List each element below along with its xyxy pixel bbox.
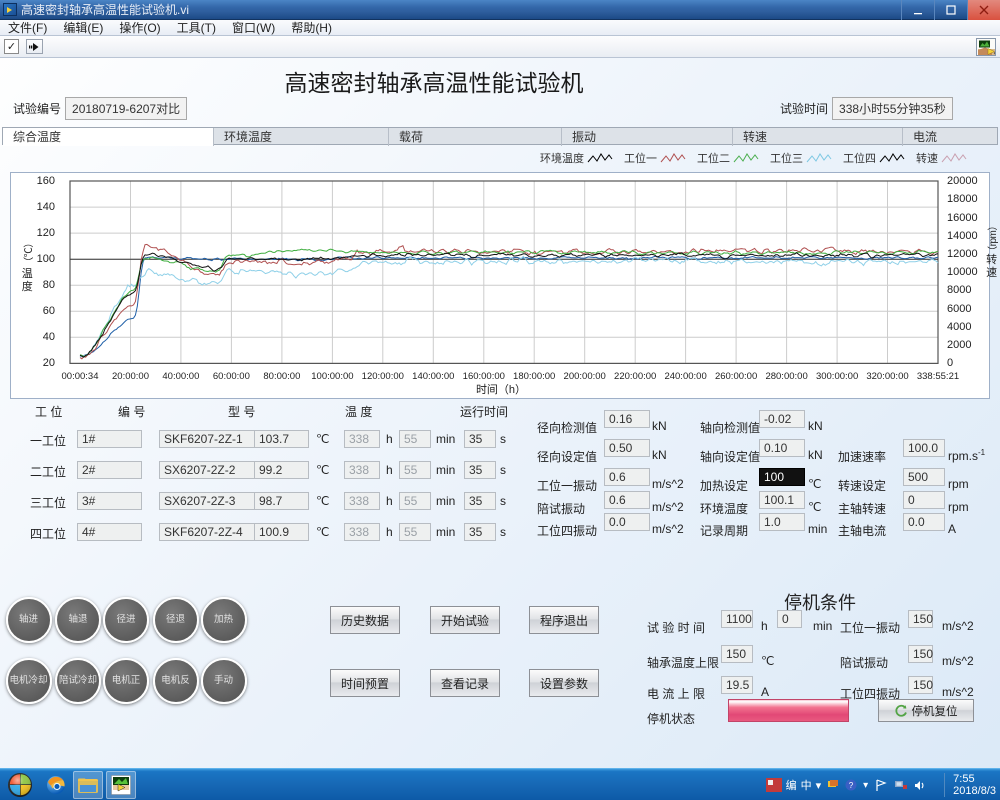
svg-text:?: ? bbox=[849, 781, 854, 790]
